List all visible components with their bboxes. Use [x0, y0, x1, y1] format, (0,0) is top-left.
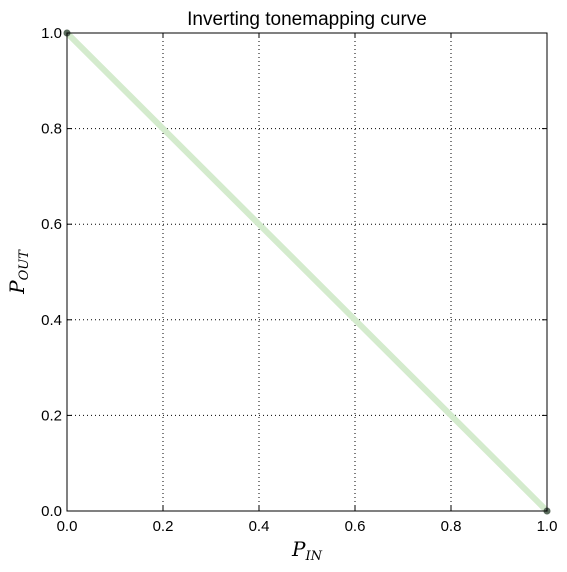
- tick-marks: [66, 32, 548, 512]
- y-tick-label-4: 0.8: [41, 121, 62, 138]
- y-axis-label-main: P: [5, 280, 29, 295]
- y-tick-labels: 0.0 0.2 0.4 0.6 0.8 1.0: [41, 25, 62, 520]
- x-tick-label-4: 0.8: [441, 518, 462, 535]
- y-tick-label-0: 0.0: [41, 503, 62, 520]
- series-line-0: [64, 30, 550, 514]
- y-tick-label-1: 0.2: [41, 407, 62, 424]
- x-tick-label-2: 0.4: [249, 518, 270, 535]
- x-axis-label-subscript: IN: [304, 549, 322, 564]
- y-axis-label-subscript: OUT: [17, 249, 32, 281]
- chart-title: Inverting tonemapping curve: [187, 9, 427, 30]
- y-tick-label-5: 1.0: [41, 25, 62, 42]
- plot-series: [64, 30, 550, 514]
- x-tick-label-0: 0.0: [57, 518, 78, 535]
- x-tick-label-5: 1.0: [537, 518, 558, 535]
- x-tick-labels: 0.0 0.2 0.4 0.6 0.8 1.0: [57, 518, 558, 535]
- y-axis-label: POUT: [5, 249, 32, 295]
- x-tick-label-1: 0.2: [153, 518, 174, 535]
- plot-frame: [66, 32, 548, 512]
- y-tick-label-2: 0.4: [41, 312, 62, 329]
- grid-lines: [67, 33, 547, 511]
- x-axis-label-main: P: [291, 537, 306, 561]
- x-axis-label: PIN: [291, 537, 323, 564]
- x-tick-label-3: 0.6: [345, 518, 366, 535]
- y-tick-label-3: 0.6: [41, 216, 62, 233]
